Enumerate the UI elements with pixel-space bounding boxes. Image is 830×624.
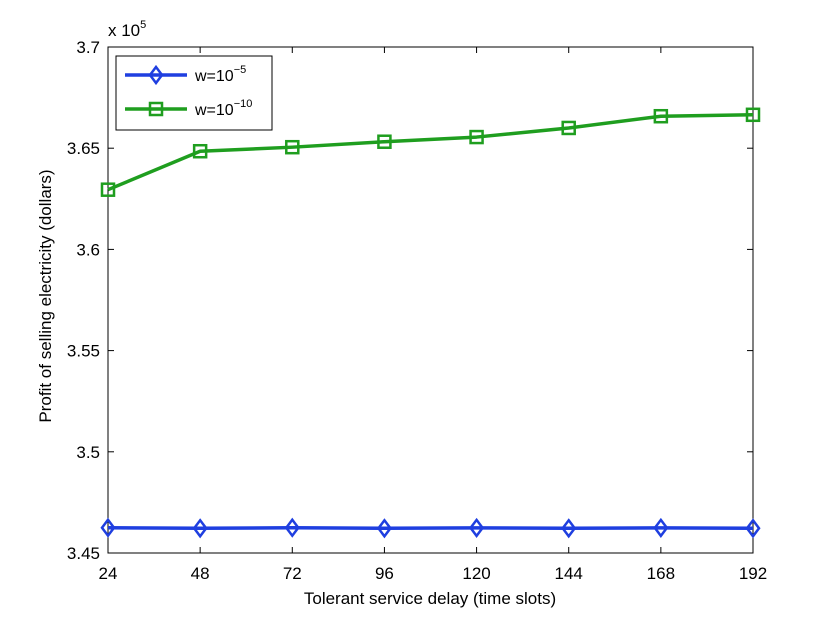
- plot-frame: [107, 46, 754, 554]
- data-point-diamond: [376, 518, 392, 539]
- data-point-square: [285, 139, 300, 155]
- y-axis-label: Profit of selling electricity (dollars): [36, 169, 55, 422]
- x-tick-label: 120: [462, 564, 490, 583]
- legend: w=10−5 w=10−10: [115, 55, 273, 131]
- x-tick-label: 96: [375, 564, 394, 583]
- data-point-diamond: [745, 518, 761, 539]
- data-point-diamond: [469, 517, 485, 538]
- data-point-diamond: [284, 517, 300, 538]
- legend-label-series-2: w=10−10: [194, 98, 252, 119]
- data-point-square: [561, 120, 576, 136]
- y-tick-label: 3.6: [76, 240, 100, 259]
- x-axis-label: Tolerant service delay (time slots): [304, 589, 556, 608]
- data-point-square: [100, 182, 116, 197]
- y-axis-ticks: 3.45 3.5 3.55 3.6 3.65 3.7: [67, 38, 753, 563]
- legend-box: [115, 55, 273, 131]
- data-point-diamond: [100, 517, 116, 538]
- x-tick-label: 24: [99, 564, 118, 583]
- data-point-square: [469, 129, 484, 145]
- legend-label-series-1: w=10−5: [194, 64, 246, 85]
- data-point-square: [192, 143, 208, 159]
- y-tick-label: 3.7: [76, 38, 100, 57]
- y-tick-label: 3.65: [67, 139, 100, 158]
- series-line-1: [107, 525, 754, 531]
- y-tick-label: 3.45: [67, 544, 100, 563]
- data-point-square: [377, 134, 392, 149]
- x-tick-label: 168: [647, 564, 675, 583]
- x-tick-label: 72: [283, 564, 302, 583]
- plot-area: [107, 46, 754, 554]
- x-tick-label: 48: [191, 564, 210, 583]
- data-point-square: [653, 108, 669, 124]
- series-line-2: [107, 113, 754, 192]
- x-tick-label: 192: [739, 564, 767, 583]
- data-point-diamond: [192, 518, 208, 539]
- y-tick-label: 3.55: [67, 342, 100, 361]
- y-tick-label: 3.5: [76, 443, 100, 462]
- data-point-diamond: [653, 517, 669, 538]
- legend-marker-diamond: [148, 64, 164, 86]
- y-axis-exponent-label: x 105: [108, 19, 146, 40]
- data-point-diamond: [561, 518, 577, 539]
- data-point-square: [745, 107, 761, 123]
- x-tick-label: 144: [555, 564, 583, 583]
- legend-marker-square: [148, 101, 164, 117]
- x-axis-ticks: 24 48 72 96 120 144 168 192: [99, 47, 767, 583]
- series-layer: [100, 107, 761, 539]
